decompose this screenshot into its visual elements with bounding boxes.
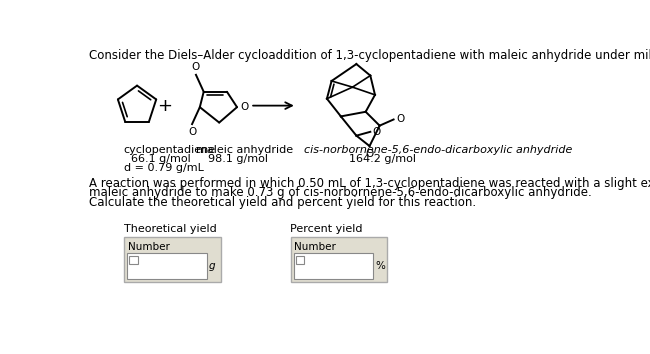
Text: O: O xyxy=(192,62,200,72)
Text: Number: Number xyxy=(128,242,170,252)
Text: d = 0.79 g/mL: d = 0.79 g/mL xyxy=(124,163,203,173)
FancyBboxPatch shape xyxy=(127,253,207,279)
Text: Calculate the theoretical yield and percent yield for this reaction.: Calculate the theoretical yield and perc… xyxy=(89,196,476,209)
FancyBboxPatch shape xyxy=(124,237,221,282)
Text: O: O xyxy=(396,114,404,125)
Text: cyclopentadiene: cyclopentadiene xyxy=(124,145,216,155)
Text: O: O xyxy=(188,127,196,137)
Text: 66.1 g/mol: 66.1 g/mol xyxy=(131,154,190,164)
Text: Number: Number xyxy=(294,242,336,252)
Text: A reaction was performed in which 0.50 mL of 1,3-cyclopentadiene was reacted wit: A reaction was performed in which 0.50 m… xyxy=(89,177,650,190)
Text: O: O xyxy=(240,102,248,112)
FancyBboxPatch shape xyxy=(294,253,373,279)
Text: maleic anhydride: maleic anhydride xyxy=(196,145,293,155)
Text: 98.1 g/mol: 98.1 g/mol xyxy=(207,154,268,164)
Text: Consider the Diels–Alder cycloaddition of 1,3-cyclopentadiene with maleic anhydr: Consider the Diels–Alder cycloaddition o… xyxy=(89,48,650,62)
FancyBboxPatch shape xyxy=(296,256,304,264)
FancyBboxPatch shape xyxy=(129,256,138,264)
FancyBboxPatch shape xyxy=(291,237,387,282)
Text: O: O xyxy=(365,149,374,159)
Text: maleic anhydride to make 0.73 g of cis-norbornene-5,6-endo-dicarboxylic anhydrid: maleic anhydride to make 0.73 g of cis-n… xyxy=(89,187,592,199)
Text: 164.2 g/mol: 164.2 g/mol xyxy=(350,154,417,164)
Text: %: % xyxy=(376,261,385,271)
Text: Theoretical yield: Theoretical yield xyxy=(124,224,216,234)
Text: Percent yield: Percent yield xyxy=(291,224,363,234)
Text: g: g xyxy=(209,261,216,271)
Text: +: + xyxy=(157,97,172,115)
Text: O: O xyxy=(372,127,381,137)
Text: cis-norbornene-5,6-endo-dicarboxylic anhydride: cis-norbornene-5,6-endo-dicarboxylic anh… xyxy=(304,145,573,155)
